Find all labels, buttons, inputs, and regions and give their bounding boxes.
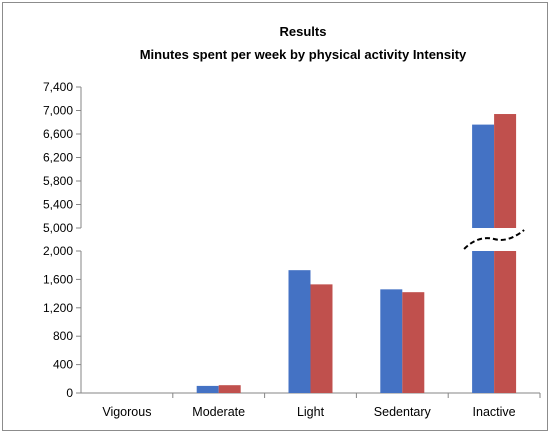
bar [288,270,311,393]
chart-frame: Results Minutes spent per week by physic… [2,2,548,431]
x-axis-categories: Vigorous Moderate Light Sedentary Inactive [102,405,515,419]
x-category-label: Vigorous [102,405,151,419]
y-tick-label: 6,200 [43,151,73,165]
y-tick-label: 0 [66,386,73,400]
chart-title: Results [280,24,327,39]
bar [380,289,403,393]
bar [196,385,219,393]
bar-lower-segment [494,251,517,393]
y-tick-label: 1,200 [43,301,73,315]
bar [402,292,425,393]
y-tick-label: 5,400 [43,198,73,212]
axis-break-marker [463,229,525,250]
x-category-label: Moderate [192,405,245,419]
bar-chart: Results Minutes spent per week by physic… [43,24,541,419]
y-tick-label: 7,400 [43,80,73,94]
x-category-label: Light [297,405,325,419]
y-tick-label: 5,000 [43,221,73,235]
bar-upper-segment [494,114,517,228]
y-tick-label: 7,000 [43,104,73,118]
y-tick-label: 800 [53,329,73,343]
x-category-label: Sedentary [374,405,432,419]
bar [218,385,241,393]
bar-upper-segment [472,124,495,228]
y-axis-ticks: 0 400 800 1,200 1,600 2,000 5,000 5,400 5,800 6,2… [43,80,81,400]
y-tick-label: 5,800 [43,174,73,188]
y-tick-label: 2,000 [43,244,73,258]
y-tick-label: 6,600 [43,127,73,141]
y-tick-label: 1,600 [43,272,73,286]
chart-bars [196,114,525,393]
chart-subtitle: Minutes spent per week by physical activ… [140,47,467,62]
y-tick-label: 400 [53,358,73,372]
x-category-label: Inactive [473,405,516,419]
bar-lower-segment [472,251,495,393]
bar [310,284,333,393]
